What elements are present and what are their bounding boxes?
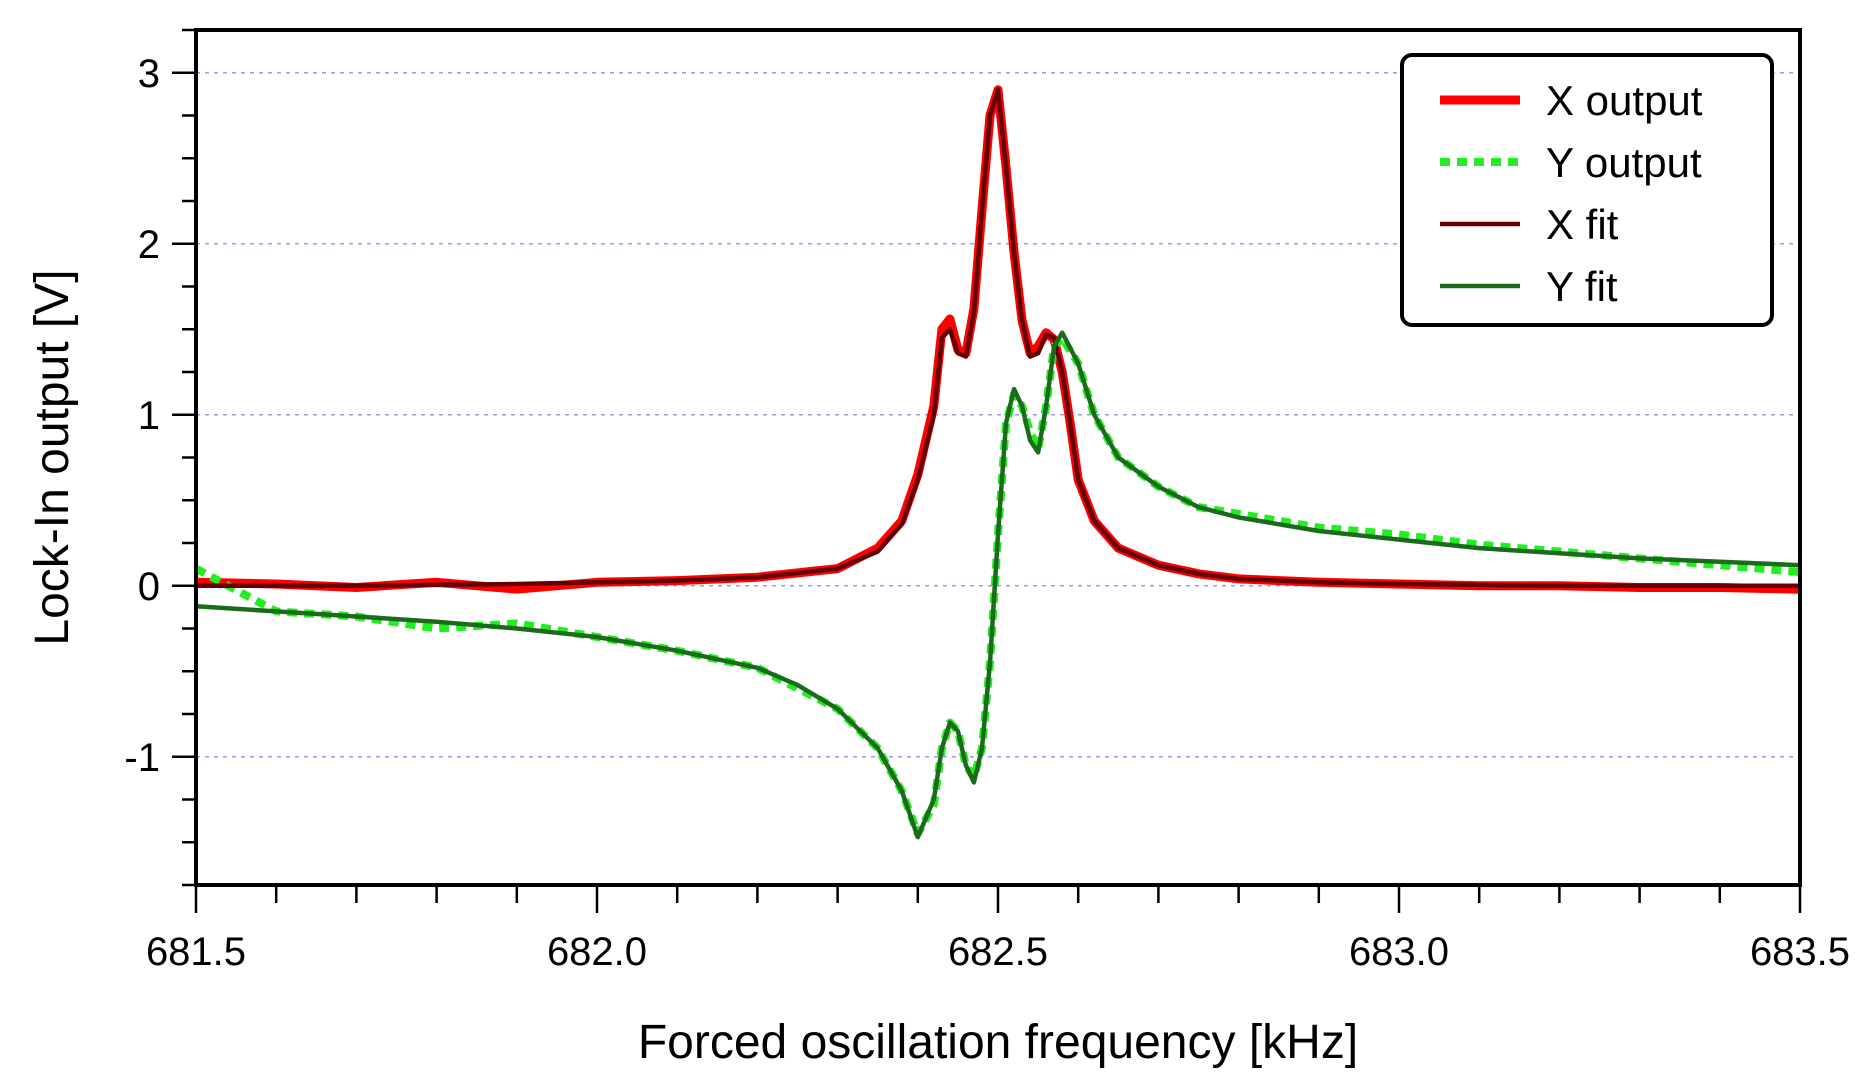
y-tick-label: 0 [138, 565, 160, 609]
series-lines [194, 85, 1801, 840]
y-tick-label: -1 [124, 736, 160, 780]
y-tick-label: 1 [138, 394, 160, 438]
legend-label: Y output [1546, 139, 1702, 186]
legend-label: X fit [1546, 201, 1619, 248]
series-line-y-fit [195, 330, 1801, 840]
x-tick-label: 683.0 [1349, 930, 1449, 974]
series-line-x-fit [196, 87, 1800, 589]
y-tick-label: 2 [138, 223, 160, 267]
legend-label: X output [1546, 77, 1703, 124]
y-tick-label: 3 [138, 52, 160, 96]
legend-box [1400, 53, 1774, 327]
x-tick-label: 682.5 [948, 930, 1048, 974]
x-axis-title: Forced oscillation frequency [kHz] [638, 1016, 1358, 1069]
x-tick-label: 683.5 [1750, 930, 1850, 974]
legend-label: Y fit [1546, 263, 1618, 310]
axis-ticks: -1 0 1 2 3 681.5 682.0 682.5 683.0 683.5 [124, 28, 1850, 974]
x-tick-label: 681.5 [146, 930, 246, 974]
x-tick-label: 682.0 [547, 930, 647, 974]
y-axis-title: Lock-In output [V] [26, 269, 79, 645]
legend: X output Y output X fit Y fit [1400, 53, 1774, 327]
